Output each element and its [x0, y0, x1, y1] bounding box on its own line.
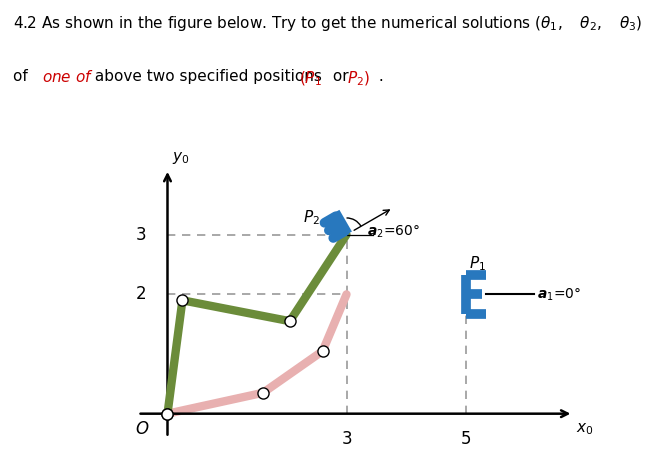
Text: 5: 5 — [460, 431, 471, 449]
Text: above two specified positions: above two specified positions — [90, 69, 322, 84]
Text: 3: 3 — [136, 225, 147, 243]
Text: $x_0$: $x_0$ — [576, 421, 594, 437]
Text: $y_0$: $y_0$ — [172, 150, 190, 166]
Text: $\boldsymbol{a}_2$=60°: $\boldsymbol{a}_2$=60° — [366, 224, 420, 240]
Text: or: or — [328, 69, 353, 84]
Text: 4.2 As shown in the figure below. Try to get the numerical solutions $(\theta_1,: 4.2 As shown in the figure below. Try to… — [13, 14, 643, 33]
Text: 2: 2 — [136, 286, 147, 304]
Text: $\it{one\ of}$: $\it{one\ of}$ — [42, 69, 94, 85]
Text: $P_2)$: $P_2)$ — [347, 69, 370, 88]
Text: $(P_1$: $(P_1$ — [299, 69, 322, 88]
Text: $\boldsymbol{a}_1$=0°: $\boldsymbol{a}_1$=0° — [537, 286, 582, 303]
Text: 3: 3 — [341, 431, 352, 449]
Text: of: of — [13, 69, 33, 84]
Text: $P_1$: $P_1$ — [469, 254, 486, 273]
Text: $P_2$: $P_2$ — [303, 209, 320, 227]
Text: .: . — [374, 69, 384, 84]
Text: $O$: $O$ — [135, 419, 149, 438]
